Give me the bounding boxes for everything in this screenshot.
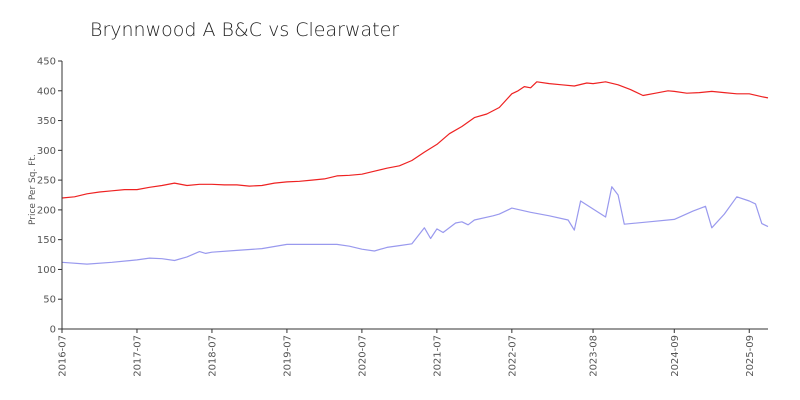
x-tick-label: 2019-07 (282, 335, 293, 377)
x-tick-label: 2020-07 (357, 335, 368, 377)
x-tick-label: 2017-07 (132, 335, 143, 377)
y-axis: 0 50 100 150 200 250 300 350 400 450 (37, 57, 62, 336)
x-tick-label: 2025-09 (745, 335, 756, 377)
x-tick-label: 2023-08 (589, 335, 600, 377)
x-tick-label: 2016-07 (58, 335, 69, 377)
y-tick-label: 300 (37, 146, 56, 157)
y-tick-label: 0 (50, 325, 56, 336)
y-tick-label: 250 (37, 176, 56, 187)
y-tick-label: 450 (37, 57, 56, 68)
x-axis: 2016-07 2017-07 2018-07 2019-07 2020-07 2021-… (58, 329, 756, 377)
y-tick-label: 400 (37, 86, 56, 97)
y-tick-label: 150 (37, 235, 56, 246)
x-tick-label: 2018-07 (207, 335, 218, 377)
y-tick-label: 200 (37, 205, 56, 216)
series-line-2 (61, 186, 769, 265)
y-tick-label: 350 (37, 116, 56, 127)
series-layer (61, 81, 769, 265)
chart-title: Brynnwood A B&C vs Clearwater (90, 19, 399, 41)
y-axis-label: Price Per Sq. Ft. (28, 154, 38, 225)
x-tick-label: 2022-07 (507, 335, 518, 377)
x-tick-label: 2021-07 (432, 335, 443, 377)
y-tick-label: 100 (37, 265, 56, 276)
series-line-1 (61, 81, 769, 199)
x-tick-label: 2024-09 (670, 335, 681, 377)
y-tick-label: 50 (43, 295, 56, 306)
